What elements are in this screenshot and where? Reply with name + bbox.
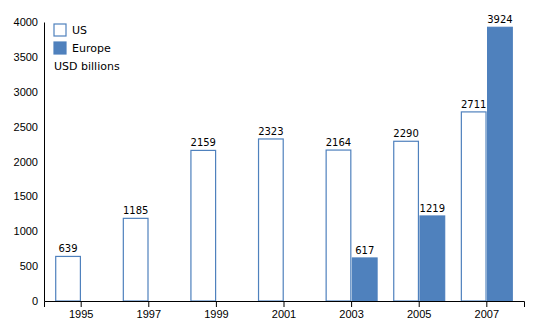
x-tick-mark [486, 301, 487, 307]
x-tick-mark [216, 301, 217, 307]
chart: 0 500 1000 1500 2000 2500 3000 3500 4000 1995 1997… [0, 0, 536, 327]
y-tick: 0 [32, 295, 44, 307]
legend-item: US [54, 24, 87, 37]
subtitle: USD billions [54, 60, 120, 73]
x-tick-label: 1997 [137, 308, 161, 320]
y-tick: 3500 [14, 51, 44, 63]
legend-swatch [54, 42, 66, 54]
plot: 0 500 1000 1500 2000 2500 3000 3500 4000 1995 1997… [14, 14, 525, 320]
bar [191, 150, 216, 301]
x-tick-mark [419, 301, 420, 307]
x-tick: 2005 [407, 301, 431, 320]
bar [56, 256, 81, 301]
y-tick: 2000 [14, 156, 44, 168]
data-label: 2159 [191, 137, 216, 148]
bar [259, 139, 284, 301]
data-label: 617 [355, 245, 374, 256]
y-tick-label: 0 [32, 295, 38, 307]
bar [352, 258, 377, 301]
bar [326, 150, 351, 301]
y-tick-label: 1000 [14, 225, 38, 237]
y-tick-label: 2000 [14, 156, 38, 168]
y-tick-label: 1500 [14, 190, 38, 202]
data-label: 2164 [326, 137, 351, 148]
y-tick: 1000 [14, 225, 44, 237]
y-tick: 500 [20, 260, 44, 272]
y-tick: 4000 [14, 16, 44, 28]
legend-item: Europe [54, 42, 111, 55]
legend: US Europe USD billions [54, 24, 120, 73]
legend-label: US [72, 24, 87, 37]
x-tick-mark [148, 301, 149, 307]
data-label: 639 [59, 243, 78, 254]
x-tick: 1997 [137, 301, 161, 320]
bar [394, 141, 419, 301]
x-tick-mark [81, 301, 82, 307]
y-tick: 3000 [14, 86, 44, 98]
x-tick: 2003 [339, 301, 363, 320]
data-label: 1219 [420, 203, 445, 214]
x-tick-label: 2003 [339, 308, 363, 320]
x-tick-label: 2001 [272, 308, 296, 320]
y-tick-label: 2500 [14, 121, 38, 133]
data-label: 3924 [487, 14, 512, 25]
x-tick-label: 1999 [204, 308, 228, 320]
y-tick-label: 3500 [14, 51, 38, 63]
x-tick: 1995 [69, 301, 93, 320]
data-label: 2323 [258, 126, 283, 137]
x-tick: 2007 [475, 301, 499, 320]
legend-label: Europe [72, 42, 111, 55]
data-label: 2290 [393, 128, 418, 139]
y-tick: 1500 [14, 190, 44, 202]
y-tick-label: 3000 [14, 86, 38, 98]
y-tick: 2500 [14, 121, 44, 133]
data-label: 1185 [123, 205, 148, 216]
data-label: 2711 [461, 99, 486, 110]
bar [420, 216, 445, 301]
x-tick: 2001 [272, 301, 296, 320]
x-axis-line [45, 302, 525, 308]
x-tick-label: 1995 [69, 308, 93, 320]
x-tick-label: 2005 [407, 308, 431, 320]
x-tick-label: 2007 [475, 308, 499, 320]
bars [56, 27, 513, 301]
x-tick: 1999 [204, 301, 228, 320]
x-tick-mark [284, 301, 285, 307]
data-labels: 639 1185 2159 2323 2164 2290 2711 617 1219 3924 [59, 14, 513, 256]
bar [123, 218, 148, 301]
bar [461, 112, 486, 301]
bar [488, 27, 513, 301]
y-axis-line [44, 23, 45, 302]
y-tick-label: 4000 [14, 16, 38, 28]
x-tick-mark [351, 301, 352, 307]
x-axis: 1995 1997 1999 2001 2003 2005 2007 [45, 301, 525, 320]
y-axis: 0 500 1000 1500 2000 2500 3000 3500 4000 [14, 16, 45, 307]
y-tick-label: 500 [20, 260, 38, 272]
legend-swatch [54, 24, 66, 36]
